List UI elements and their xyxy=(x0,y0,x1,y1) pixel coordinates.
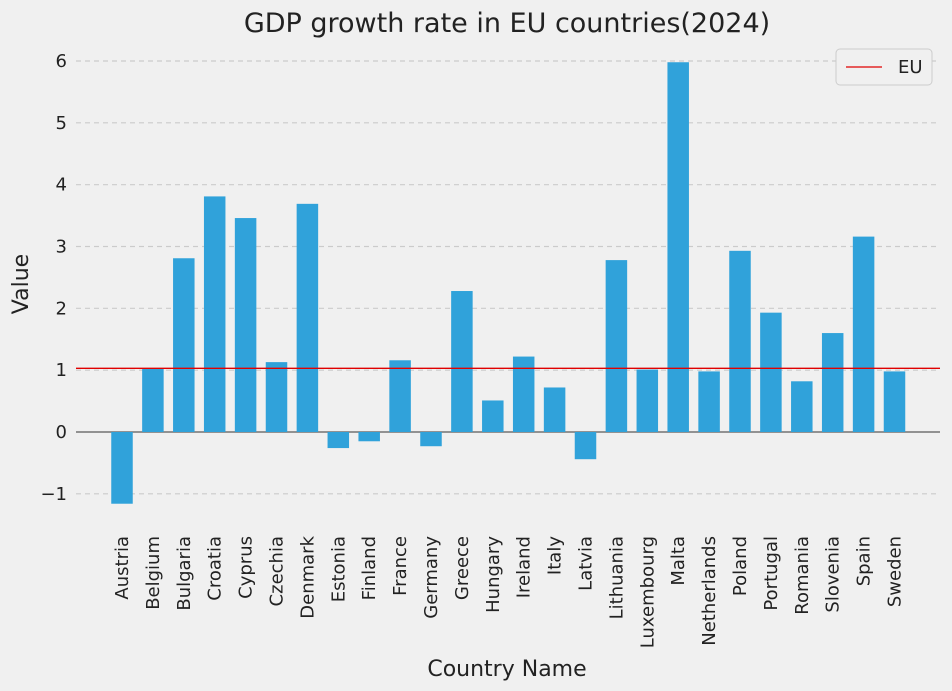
bar-sweden xyxy=(883,371,906,432)
x-tick-label-poland: Poland xyxy=(730,536,751,596)
x-tick-label-hungary: Hungary xyxy=(483,536,504,613)
bar-germany xyxy=(420,432,442,447)
bar-denmark xyxy=(296,203,319,432)
x-tick-label-portugal: Portugal xyxy=(761,536,782,611)
bar-poland xyxy=(729,250,751,432)
y-tick-labels: −1 0 1 2 3 4 5 6 xyxy=(40,51,67,505)
bar-finland xyxy=(358,432,380,442)
x-tick-label-greece: Greece xyxy=(452,536,473,600)
x-tick-label-czechia: Czechia xyxy=(267,536,288,606)
x-tick-label-croatia: Croatia xyxy=(205,536,226,601)
x-tick-label-finland: Finland xyxy=(359,536,380,600)
y-tick-label: −1 xyxy=(40,484,67,505)
y-tick-label: 1 xyxy=(56,360,67,381)
bar-czechia xyxy=(265,362,288,432)
bar-netherlands xyxy=(698,371,720,432)
x-tick-label-italy: Italy xyxy=(545,536,566,575)
y-axis-label: Value xyxy=(9,254,34,314)
legend-label-eu: EU xyxy=(898,57,923,78)
bar-malta xyxy=(667,62,689,433)
y-tick-label: 6 xyxy=(56,51,67,72)
y-tick-label: 3 xyxy=(56,237,67,258)
bar-portugal xyxy=(760,312,782,432)
bar-spain xyxy=(852,236,875,432)
y-tick-label: 0 xyxy=(56,422,67,443)
bar-estonia xyxy=(327,432,350,449)
x-tick-label-ireland: Ireland xyxy=(514,536,535,598)
chart-title: GDP growth rate in EU countries(2024) xyxy=(244,8,770,39)
y-tick-label: 2 xyxy=(56,298,67,319)
x-tick-labels: Austria Belgium Bulgaria Croatia Cyprus Czech… xyxy=(112,535,906,648)
bar-lithuania xyxy=(605,260,628,432)
bar-france xyxy=(389,360,411,432)
bar-romania xyxy=(791,381,813,432)
x-tick-label-bulgaria: Bulgaria xyxy=(174,536,195,611)
x-tick-label-belgium: Belgium xyxy=(143,536,164,610)
bar-luxembourg xyxy=(636,369,659,432)
x-tick-label-malta: Malta xyxy=(668,536,689,586)
x-tick-label-sweden: Sweden xyxy=(885,536,906,607)
bar-slovenia xyxy=(821,333,844,432)
x-tick-label-austria: Austria xyxy=(112,536,133,600)
x-tick-label-netherlands: Netherlands xyxy=(699,536,720,646)
x-tick-label-slovenia: Slovenia xyxy=(823,536,844,613)
x-tick-label-spain: Spain xyxy=(854,536,875,586)
x-axis-label: Country Name xyxy=(427,657,586,682)
bar-latvia xyxy=(574,432,597,460)
legend-box xyxy=(835,48,933,86)
x-tick-label-romania: Romania xyxy=(792,536,813,615)
x-tick-label-luxembourg: Luxembourg xyxy=(637,536,658,648)
bar-hungary xyxy=(482,400,504,432)
y-tick-label: 5 xyxy=(56,113,67,134)
x-tick-label-cyprus: Cyprus xyxy=(236,536,257,599)
bar-italy xyxy=(543,387,566,432)
y-tick-label: 4 xyxy=(56,175,67,196)
bars xyxy=(111,62,906,504)
x-tick-label-france: France xyxy=(390,536,411,596)
x-tick-label-denmark: Denmark xyxy=(297,535,318,618)
legend: EU xyxy=(835,48,933,86)
bar-croatia xyxy=(203,196,226,432)
bar-cyprus xyxy=(234,218,257,432)
bar-bulgaria xyxy=(173,258,195,432)
x-tick-label-lithuania: Lithuania xyxy=(606,536,627,619)
bar-austria xyxy=(111,432,133,504)
bar-belgium xyxy=(142,368,164,432)
x-tick-label-latvia: Latvia xyxy=(576,536,597,591)
x-tick-label-estonia: Estonia xyxy=(328,536,349,602)
bar-ireland xyxy=(512,356,535,432)
x-tick-label-germany: Germany xyxy=(421,536,442,619)
bar-greece xyxy=(451,291,473,432)
